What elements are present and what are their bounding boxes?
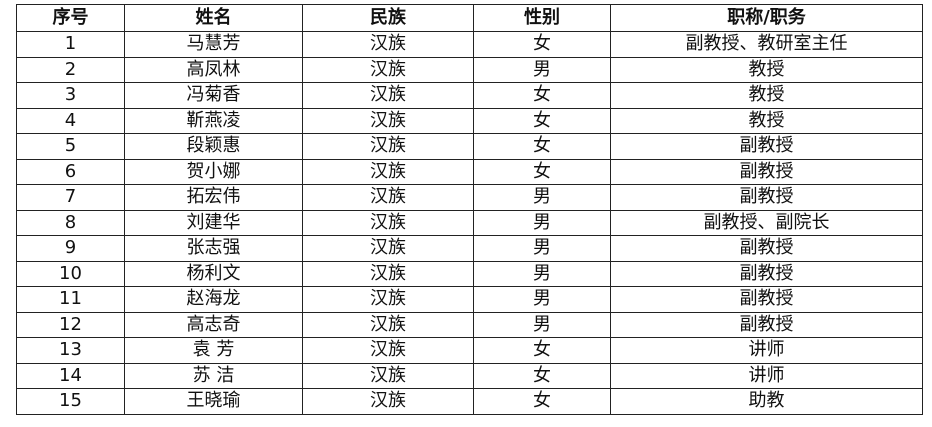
cell-index: 15 xyxy=(16,388,125,415)
cell-ethnicity: 汉族 xyxy=(302,362,474,389)
cell-ethnicity: 汉族 xyxy=(302,337,474,364)
cell-index: 3 xyxy=(16,82,125,109)
cell-title: 教授 xyxy=(610,107,923,134)
header-name: 姓名 xyxy=(124,4,303,32)
cell-name: 冯菊香 xyxy=(124,82,303,109)
cell-title: 副教授、教研室主任 xyxy=(610,31,923,58)
cell-ethnicity: 汉族 xyxy=(302,311,474,338)
cell-title: 副教授 xyxy=(610,260,923,287)
table-row: 5 段颖惠 汉族女副教授 xyxy=(16,133,923,160)
cell-name: 刘建华 xyxy=(124,209,303,236)
table-row: 8 刘建华 汉族男副教授、副院长 xyxy=(16,209,923,236)
cell-index: 4 xyxy=(16,107,125,134)
cell-name: 马慧芳 xyxy=(124,31,303,58)
header-index: 序号 xyxy=(16,4,125,32)
cell-ethnicity: 汉族 xyxy=(302,31,474,58)
table-row: 7 拓宏伟 汉族男副教授 xyxy=(16,184,923,211)
cell-ethnicity: 汉族 xyxy=(302,209,474,236)
table-row: 4 靳燕凌 汉族女教授 xyxy=(16,107,923,134)
cell-ethnicity: 汉族 xyxy=(302,184,474,211)
table-row: 11 赵海龙 汉族男副教授 xyxy=(16,286,923,313)
cell-ethnicity: 汉族 xyxy=(302,235,474,262)
cell-index: 7 xyxy=(16,184,125,211)
cell-gender: 女 xyxy=(473,337,611,364)
cell-name: 段颖惠 xyxy=(124,133,303,160)
cell-title: 副教授 xyxy=(610,286,923,313)
table-row: 6 贺小娜 汉族女副教授 xyxy=(16,158,923,185)
cell-ethnicity: 汉族 xyxy=(302,82,474,109)
cell-gender: 男 xyxy=(473,260,611,287)
cell-name: 贺小娜 xyxy=(124,158,303,185)
cell-gender: 男 xyxy=(473,286,611,313)
cell-gender: 女 xyxy=(473,107,611,134)
cell-name: 靳燕凌 xyxy=(124,107,303,134)
cell-index: 8 xyxy=(16,209,125,236)
cell-gender: 女 xyxy=(473,133,611,160)
table-row: 10 杨利文 汉族男副教授 xyxy=(16,260,923,287)
cell-name: 苏 洁 xyxy=(124,362,303,389)
table-row: 13 袁 芳汉族女讲师 xyxy=(16,337,923,364)
cell-gender: 男 xyxy=(473,184,611,211)
cell-title: 讲师 xyxy=(610,337,923,364)
header-gender: 性别 xyxy=(473,4,611,32)
cell-index: 5 xyxy=(16,133,125,160)
cell-gender: 女 xyxy=(473,362,611,389)
table-row: 15 王晓瑜 汉族女助教 xyxy=(16,388,923,415)
cell-name: 袁 芳 xyxy=(124,337,303,364)
table-row: 3 冯菊香 汉族女教授 xyxy=(16,82,923,109)
table-row: 2 高凤林 汉族男教授 xyxy=(16,56,923,83)
cell-index: 12 xyxy=(16,311,125,338)
cell-title: 讲师 xyxy=(610,362,923,389)
cell-gender: 女 xyxy=(473,31,611,58)
cell-name: 王晓瑜 xyxy=(124,388,303,415)
cell-index: 11 xyxy=(16,286,125,313)
cell-ethnicity: 汉族 xyxy=(302,286,474,313)
cell-index: 13 xyxy=(16,337,125,364)
cell-ethnicity: 汉族 xyxy=(302,388,474,415)
cell-name: 杨利文 xyxy=(124,260,303,287)
cell-gender: 男 xyxy=(473,209,611,236)
cell-title: 副教授、副院长 xyxy=(610,209,923,236)
cell-ethnicity: 汉族 xyxy=(302,158,474,185)
cell-index: 2 xyxy=(16,56,125,83)
cell-gender: 女 xyxy=(473,82,611,109)
cell-gender: 女 xyxy=(473,388,611,415)
cell-name: 赵海龙 xyxy=(124,286,303,313)
header-title: 职称/职务 xyxy=(610,4,923,32)
cell-name: 张志强 xyxy=(124,235,303,262)
cell-index: 10 xyxy=(16,260,125,287)
cell-name: 拓宏伟 xyxy=(124,184,303,211)
cell-gender: 女 xyxy=(473,158,611,185)
cell-title: 副教授 xyxy=(610,184,923,211)
cell-ethnicity: 汉族 xyxy=(302,260,474,287)
cell-name: 高志奇 xyxy=(124,311,303,338)
cell-title: 教授 xyxy=(610,56,923,83)
table-row: 12 高志奇 汉族男副教授 xyxy=(16,311,923,338)
cell-gender: 男 xyxy=(473,235,611,262)
cell-title: 教授 xyxy=(610,82,923,109)
table-row: 9 张志强 汉族男副教授 xyxy=(16,235,923,262)
faculty-table: 序号 姓名 民族 性别 职称/职务 1 马慧芳 汉族女副教授、教研室主任 2 高凤林 汉族… xyxy=(16,4,923,415)
cell-index: 6 xyxy=(16,158,125,185)
cell-ethnicity: 汉族 xyxy=(302,107,474,134)
cell-title: 副教授 xyxy=(610,158,923,185)
cell-gender: 男 xyxy=(473,311,611,338)
header-row: 序号 姓名 民族 性别 职称/职务 xyxy=(16,4,923,32)
cell-title: 副教授 xyxy=(610,311,923,338)
table-row: 14 苏 洁汉族女讲师 xyxy=(16,362,923,389)
cell-title: 副教授 xyxy=(610,235,923,262)
cell-index: 1 xyxy=(16,31,125,58)
cell-index: 14 xyxy=(16,362,125,389)
cell-title: 助教 xyxy=(610,388,923,415)
cell-index: 9 xyxy=(16,235,125,262)
cell-title: 副教授 xyxy=(610,133,923,160)
cell-ethnicity: 汉族 xyxy=(302,56,474,83)
header-ethnicity: 民族 xyxy=(302,4,474,32)
cell-ethnicity: 汉族 xyxy=(302,133,474,160)
cell-name: 高凤林 xyxy=(124,56,303,83)
cell-gender: 男 xyxy=(473,56,611,83)
table-row: 1 马慧芳 汉族女副教授、教研室主任 xyxy=(16,31,923,58)
